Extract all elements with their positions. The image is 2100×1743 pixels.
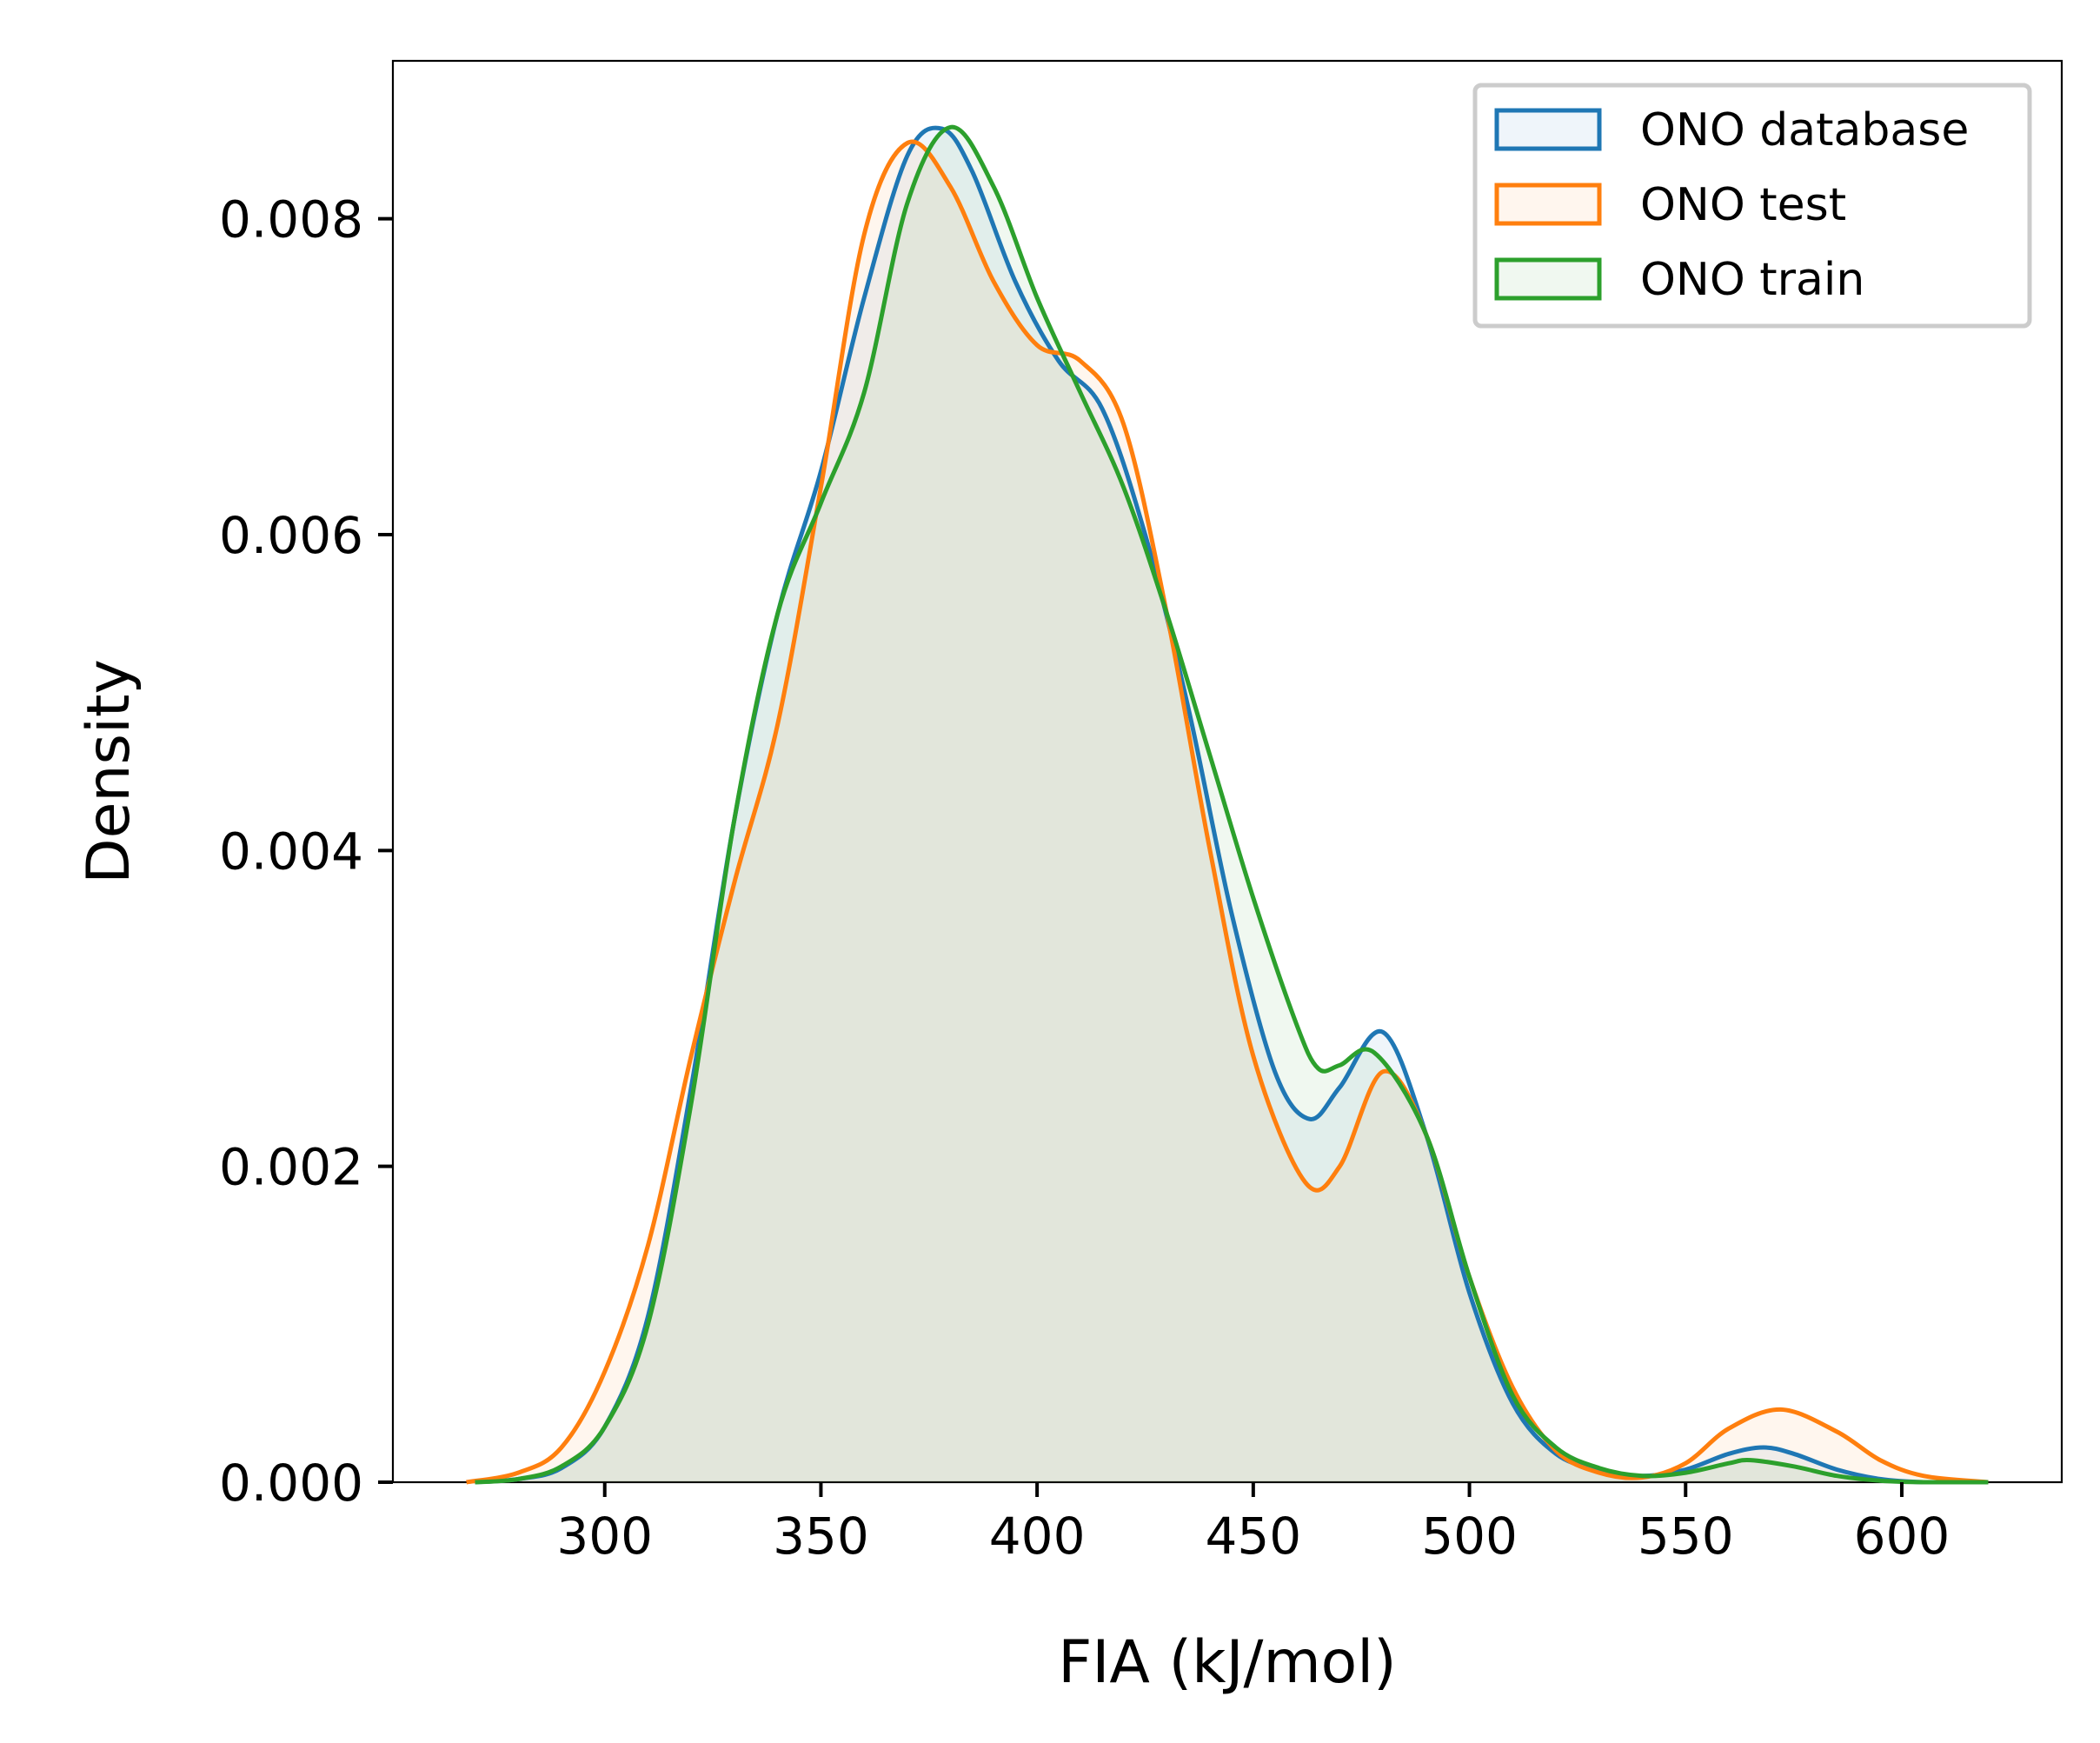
plot-frame (391, 59, 2063, 1484)
series-fill-ono-train (475, 127, 1989, 1482)
y-tick-label: 0.002 (219, 1138, 363, 1197)
legend-entries: ONO database ONO test ONO train (1494, 104, 1969, 306)
y-tick-label: 0.004 (219, 822, 363, 881)
series-fill-ono-test (466, 141, 1989, 1483)
plot-area (391, 59, 2063, 1485)
legend-label-ono-test: ONO test (1640, 179, 1846, 231)
y-tick-label: 0.000 (219, 1454, 363, 1513)
y-tick-label: 0.008 (219, 190, 363, 249)
x-tick-label: 600 (1854, 1507, 1950, 1566)
x-tick-label: 300 (556, 1507, 653, 1566)
x-tick-label: 500 (1421, 1507, 1518, 1566)
series-fills (466, 127, 1989, 1483)
y-axis-label: Density (75, 659, 143, 884)
legend-swatch-ono-test (1494, 183, 1602, 226)
series-lines (466, 124, 1989, 1485)
series-line-ono-train (475, 124, 1989, 1485)
legend-label-ono-train: ONO train (1640, 254, 1864, 306)
series-fill-ono-database (475, 128, 1989, 1483)
x-axis: 300 350 400 450 500 550 600 (556, 1482, 1950, 1566)
y-axis: 0.000 0.002 0.004 0.006 0.008 (219, 190, 393, 1513)
x-tick-label: 400 (989, 1507, 1086, 1566)
legend-swatch-ono-database (1494, 108, 1602, 151)
x-tick-label: 550 (1638, 1507, 1734, 1566)
legend: ONO database ONO test ONO train (1472, 83, 2032, 329)
legend-swatch-ono-train (1494, 257, 1602, 301)
x-tick-label: 450 (1205, 1507, 1301, 1566)
y-tick-label: 0.006 (219, 506, 363, 565)
legend-label-ono-database: ONO database (1640, 104, 1969, 156)
legend-box (1472, 83, 2032, 329)
x-tick-label: 350 (773, 1507, 869, 1566)
x-axis-label: FIA (kJ/mol) (1058, 1628, 1396, 1697)
